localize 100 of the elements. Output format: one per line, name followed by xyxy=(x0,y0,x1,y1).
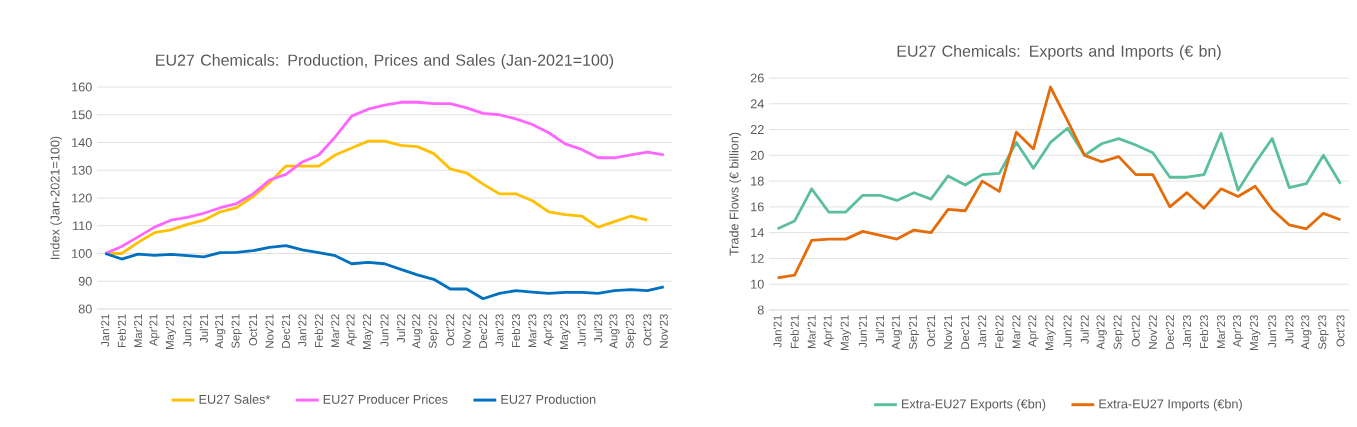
legend-label: Extra-EU27 Exports (€bn) xyxy=(902,399,1046,411)
legend-label: EU27 Producer Prices xyxy=(323,394,448,404)
x-tick-label: Oct'23 xyxy=(1336,315,1345,347)
x-tick-label: Jan'22 xyxy=(978,315,987,348)
x-tick-label: May'23 xyxy=(1250,315,1261,350)
y-tick-label: 20 xyxy=(750,150,764,160)
x-tick-label: Mar'22 xyxy=(331,314,340,348)
x-tick-label: Oct'22 xyxy=(1131,315,1140,347)
x-tick-label: May'22 xyxy=(1045,315,1056,350)
x-tick-label: Dec'21 xyxy=(961,315,970,349)
y-tick-label: 12 xyxy=(751,254,764,263)
y-tick-label: 80 xyxy=(78,304,92,314)
y-tick-label: 14 xyxy=(751,228,764,238)
x-tick-label: Sep'23 xyxy=(1318,315,1329,350)
x-tick-label: Oct'21 xyxy=(927,315,936,347)
y-tick-label: 10 xyxy=(751,279,764,289)
x-tick-label: Nov'23 xyxy=(659,314,668,348)
y-tick-label: 120 xyxy=(72,193,92,203)
x-tick-label: Nov'22 xyxy=(1148,315,1157,349)
x-tick-label: Apr'23 xyxy=(543,314,554,347)
x-tick-label: Jan'23 xyxy=(1182,315,1191,348)
x-tick-label: Jul'22 xyxy=(396,314,406,343)
y-tick-label: 26 xyxy=(750,73,764,83)
x-tick-label: Sep'22 xyxy=(1113,315,1124,350)
legend-label: EU27 Sales* xyxy=(199,394,271,404)
x-tick-label: Feb'21 xyxy=(790,315,799,349)
x-tick-label: Aug'22 xyxy=(1096,315,1107,350)
y-tick-label: 160 xyxy=(72,82,92,92)
x-tick-label: Jun'22 xyxy=(1063,315,1072,348)
x-tick-label: Feb'21 xyxy=(117,314,126,348)
x-tick-label: Apr'21 xyxy=(823,315,834,348)
x-tick-label: Aug'21 xyxy=(215,314,226,349)
x-tick-label: Jan'22 xyxy=(298,314,307,347)
y-tick-label: 150 xyxy=(72,110,92,120)
x-tick-label: Jul'23 xyxy=(1285,315,1294,344)
x-tick-label: Dec'22 xyxy=(479,314,488,348)
x-tick-label: Aug'21 xyxy=(891,315,903,350)
x-tick-label: Mar'21 xyxy=(134,314,143,348)
x-tick-label: May'23 xyxy=(560,314,571,349)
x-tick-label: Jun'21 xyxy=(858,315,867,348)
x-tick-label: Sep'23 xyxy=(625,314,637,349)
x-tick-label: Feb'22 xyxy=(995,315,1004,349)
x-tick-label: Aug'23 xyxy=(1301,315,1312,350)
x-tick-label: Jan'23 xyxy=(495,314,504,347)
x-tick-label: Jun'23 xyxy=(1268,315,1277,348)
y-tick-label: 110 xyxy=(73,221,92,231)
x-tick-label: Apr'22 xyxy=(1028,315,1039,348)
x-tick-label: May'21 xyxy=(840,315,851,350)
x-tick-label: Sep'21 xyxy=(231,314,242,349)
x-tick-label: Nov'22 xyxy=(462,314,471,348)
x-tick-label: Jul'22 xyxy=(1080,315,1089,344)
x-tick-label: Mar'22 xyxy=(1012,315,1021,349)
x-tick-label: Feb'23 xyxy=(511,314,521,348)
y-tick-label: 140 xyxy=(72,138,92,147)
x-tick-label: May'22 xyxy=(362,314,374,349)
x-tick-label: Apr'23 xyxy=(1232,315,1244,348)
line-series xyxy=(103,244,666,301)
x-tick-label: Dec'21 xyxy=(281,314,290,348)
x-tick-label: Oct'22 xyxy=(446,314,455,346)
x-tick-label: Aug'22 xyxy=(412,314,423,349)
x-tick-label: Oct'23 xyxy=(643,314,652,346)
line-series xyxy=(776,126,1342,231)
chart-title: EU27 Chemicals: Exports and Imports (€ bn) xyxy=(897,45,1221,60)
x-tick-label: Mar'21 xyxy=(807,315,816,349)
x-tick-label: Jun'21 xyxy=(183,314,192,347)
x-tick-label: Sep'21 xyxy=(908,315,920,350)
x-tick-label: Apr'21 xyxy=(149,314,160,347)
x-tick-label: Jun'23 xyxy=(577,314,586,347)
y-tick-label: 22 xyxy=(750,125,764,134)
y-tick-label: 90 xyxy=(78,276,92,286)
x-tick-label: Jul'21 xyxy=(199,314,208,343)
x-tick-label: Sep'22 xyxy=(428,314,439,349)
x-tick-label: Aug'23 xyxy=(609,314,620,349)
x-tick-label: Jun'22 xyxy=(380,314,389,347)
x-tick-label: May'21 xyxy=(165,314,177,349)
x-tick-label: Mar'23 xyxy=(1217,315,1226,349)
y-axis-title: Index (Jan-2021=100) xyxy=(50,136,63,259)
y-tick-label: 8 xyxy=(757,305,764,315)
x-tick-label: Oct'21 xyxy=(249,314,258,346)
legend-label: EU27 Production xyxy=(501,394,596,404)
x-tick-label: Apr'22 xyxy=(346,314,357,347)
y-axis-title: Trade Flows (€ billion) xyxy=(729,132,742,256)
y-tick-label: 18 xyxy=(751,176,764,186)
y-tick-label: 130 xyxy=(72,165,92,175)
x-tick-label: Jul'21 xyxy=(875,315,885,344)
line-series xyxy=(103,100,666,255)
x-tick-label: Jul'23 xyxy=(593,314,603,343)
x-tick-label: Jan'21 xyxy=(101,314,110,347)
x-tick-label: Dec'22 xyxy=(1165,315,1174,349)
x-tick-label: Feb'22 xyxy=(314,314,323,348)
x-tick-label: Mar'23 xyxy=(528,314,537,348)
x-tick-label: Nov'21 xyxy=(265,314,274,348)
y-tick-label: 16 xyxy=(751,202,764,212)
x-tick-label: Feb'23 xyxy=(1199,315,1209,349)
x-tick-label: Nov'21 xyxy=(944,315,953,349)
y-tick-label: 24 xyxy=(750,99,764,109)
y-tick-label: 100 xyxy=(72,249,92,258)
chart-title: EU27 Chemicals: Production, Prices and Sales (Jan-2021=100) xyxy=(156,54,614,69)
legend-label: Extra-EU27 Imports (€bn) xyxy=(1099,399,1242,411)
x-tick-label: Jan'21 xyxy=(773,315,782,348)
